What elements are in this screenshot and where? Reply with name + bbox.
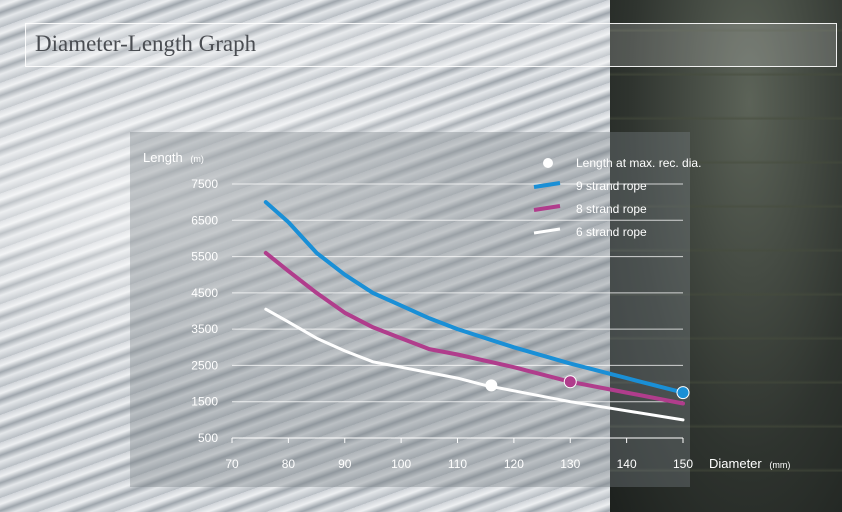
max-dia-marker-8-strand-rope	[563, 375, 577, 389]
series-line-6-strand-rope	[264, 307, 685, 422]
x-tick-label-90: 90	[338, 457, 352, 471]
legend-swatch-8-strand	[533, 204, 561, 212]
x-tick-label-80: 80	[282, 457, 296, 471]
max-dia-marker-6-strand-rope	[485, 379, 498, 392]
x-tick-label-140: 140	[617, 457, 637, 471]
y-tick-label-4500: 4500	[191, 286, 218, 300]
legend: Length at max. rec. dia. 9 strand rope 8…	[533, 156, 701, 239]
max-dia-marker-9-strand-rope	[676, 386, 690, 400]
gridlines	[232, 183, 683, 403]
y-tick-label-2500: 2500	[191, 358, 218, 372]
x-tick-label-120: 120	[504, 457, 524, 471]
legend-marker-symbol	[543, 158, 553, 168]
x-tick-label-110: 110	[448, 457, 467, 471]
x-tick-label-100: 100	[391, 457, 411, 471]
legend-swatch-9-strand	[533, 181, 561, 189]
series-line-8-strand-rope	[263, 250, 685, 406]
y-tick-label-6500: 6500	[191, 213, 218, 227]
y-axis-unit: (m)	[190, 154, 204, 164]
x-tick-label-70: 70	[225, 457, 239, 471]
y-tick-label-500: 500	[198, 431, 218, 445]
y-axis-title: Length (m)	[143, 150, 204, 165]
y-tick-label-1500: 1500	[191, 395, 218, 409]
legend-label-8-strand: 8 strand rope	[576, 202, 647, 216]
series-lines	[263, 200, 685, 422]
legend-label-9-strand: 9 strand rope	[576, 179, 647, 193]
y-tick-label-7500: 7500	[191, 177, 218, 191]
y-axis-label: Length	[143, 150, 183, 165]
legend-swatch-6-strand	[533, 227, 561, 235]
axes	[231, 437, 684, 443]
y-tick-label-5500: 5500	[191, 250, 218, 264]
x-axis-unit: (mm)	[769, 460, 790, 470]
legend-marker-label: Length at max. rec. dia.	[576, 156, 701, 170]
legend-label-6-strand: 6 strand rope	[576, 225, 647, 239]
tick-labels: 500 1500 2500 3500 4500 5500 6500 7500 70 80 90 100…	[191, 177, 693, 471]
x-axis-title: Diameter (mm)	[709, 456, 790, 471]
x-tick-label-150: 150	[673, 457, 693, 471]
x-tick-label-130: 130	[560, 457, 580, 471]
chart-title: Diameter-Length Graph	[35, 31, 257, 56]
x-axis-label: Diameter	[709, 456, 762, 471]
y-tick-label-3500: 3500	[191, 322, 218, 336]
photo-background	[610, 0, 842, 512]
series-markers	[485, 375, 690, 400]
title-frame: Diameter-Length Graph	[25, 23, 837, 67]
series-line-9-strand-rope	[263, 200, 685, 395]
